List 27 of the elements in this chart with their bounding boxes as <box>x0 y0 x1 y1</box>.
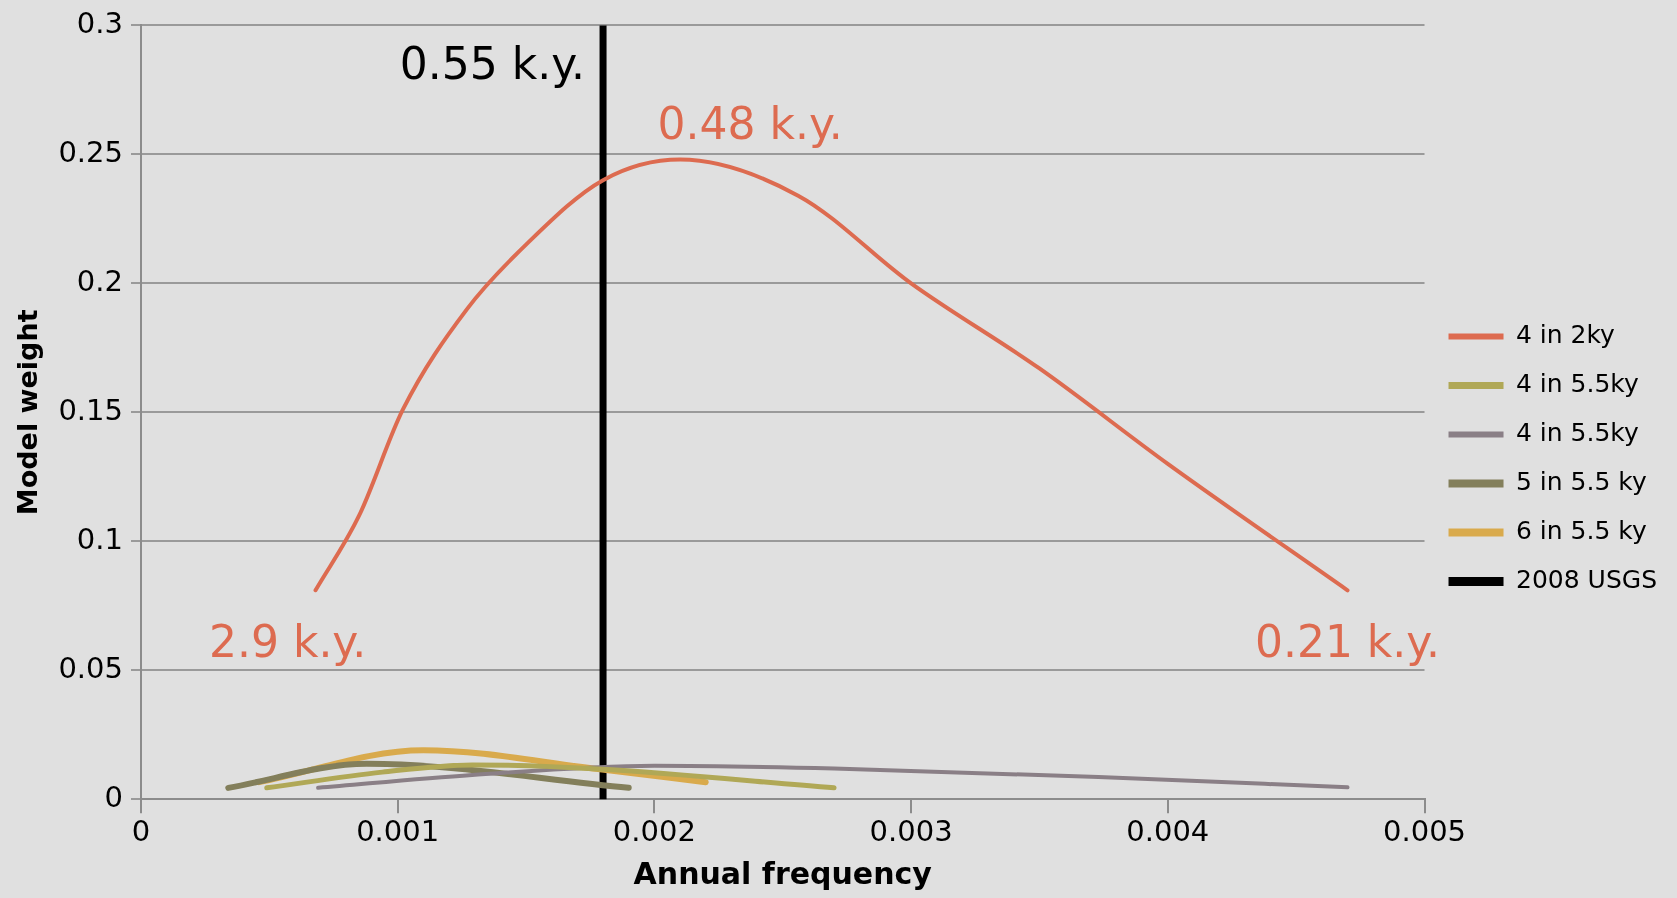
x-tick-label: 0.002 <box>612 814 696 849</box>
x-tick-label: 0.001 <box>356 814 440 849</box>
annotation: 0.21 k.y. <box>1254 615 1441 667</box>
line-series <box>316 763 1350 790</box>
y-tick-label: 0.05 <box>58 650 123 685</box>
legend-label: 4 in 2ky <box>1516 320 1616 349</box>
x-tick-label: 0 <box>131 814 151 849</box>
y-tick-label: 0.15 <box>58 392 123 427</box>
annotation: 2.9 k.y. <box>208 615 367 667</box>
line-series <box>313 157 1350 593</box>
x-tick-label: 0.005 <box>1383 814 1467 849</box>
annotation: 0.48 k.y. <box>657 97 843 149</box>
y-tick-label: 0.2 <box>76 263 123 298</box>
x-tick-label: 0.004 <box>1126 814 1210 849</box>
legend-label: 6 in 5.5 ky <box>1516 516 1647 545</box>
y-tick-label: 0.1 <box>76 521 123 556</box>
y-tick-label: 0.3 <box>76 5 123 40</box>
x-tick-label: 0.003 <box>869 814 953 849</box>
y-tick-label: 0 <box>104 779 123 814</box>
annotation: 0.55 k.y. <box>399 37 586 89</box>
x-axis-title: Annual frequency <box>633 855 933 891</box>
legend-label: 4 in 5.5ky <box>1516 418 1639 447</box>
y-axis-title: Model weight <box>12 309 44 516</box>
legend-label: 5 in 5.5 ky <box>1516 467 1647 496</box>
legend-label: 4 in 5.5ky <box>1516 369 1639 398</box>
y-tick-label: 0.25 <box>58 134 123 169</box>
legend-label: 2008 USGS <box>1516 565 1658 594</box>
